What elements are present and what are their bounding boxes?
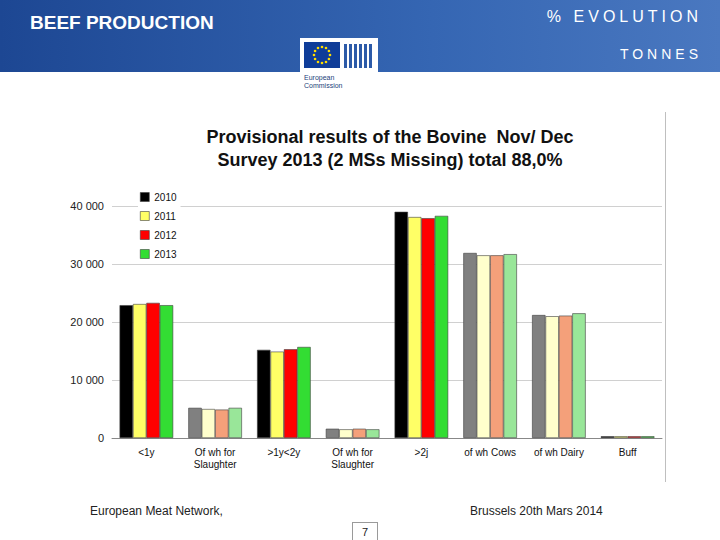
svg-text:of wh Dairy: of wh Dairy (534, 447, 584, 458)
svg-text:Of wh for: Of wh for (195, 447, 236, 458)
svg-text:2010: 2010 (154, 192, 177, 203)
svg-text:40 000: 40 000 (70, 200, 104, 212)
html-text:Brussels 20th Mars 2014: Brussels 20th Mars 2014 (470, 504, 603, 518)
svg-text:2012: 2012 (154, 230, 177, 241)
html-text:% EVOLUTION: % EVOLUTION (546, 8, 702, 25)
svg-text:Provisional results of the Bov: Provisional results of the Bovine Nov/ D… (206, 127, 573, 147)
svg-text:2011: 2011 (154, 211, 176, 222)
html-text:TONNES: TONNES (619, 46, 702, 62)
html-text:European: European (304, 74, 335, 81)
svg-text:20 000: 20 000 (70, 316, 104, 328)
svg-text:of wh Cows: of wh Cows (464, 447, 516, 458)
svg-text:10 000: 10 000 (70, 374, 104, 386)
svg-text:0: 0 (98, 432, 104, 444)
svg-text:Of wh for: Of wh for (332, 447, 373, 458)
html-text:7: 7 (361, 526, 369, 538)
html-text:European Meat Network,: European Meat Network, (90, 504, 223, 518)
svg-text:>2j: >2j (415, 447, 429, 458)
html-text:BEEF PRODUCTION: BEEF PRODUCTION (30, 12, 214, 33)
svg-text:Slaughter: Slaughter (331, 459, 374, 470)
html-text:Commission: Commission (304, 82, 343, 89)
svg-text:Slaughter: Slaughter (194, 459, 237, 470)
svg-text:Survey 2013 (2 MSs Missing) to: Survey 2013 (2 MSs Missing) total 88,0% (217, 150, 562, 170)
svg-text:Buff: Buff (619, 447, 637, 458)
svg-text:>1y<2y: >1y<2y (267, 447, 300, 458)
svg-text:2013: 2013 (154, 249, 177, 260)
svg-text:30 000: 30 000 (70, 258, 104, 270)
svg-text:<1y: <1y (138, 447, 154, 458)
